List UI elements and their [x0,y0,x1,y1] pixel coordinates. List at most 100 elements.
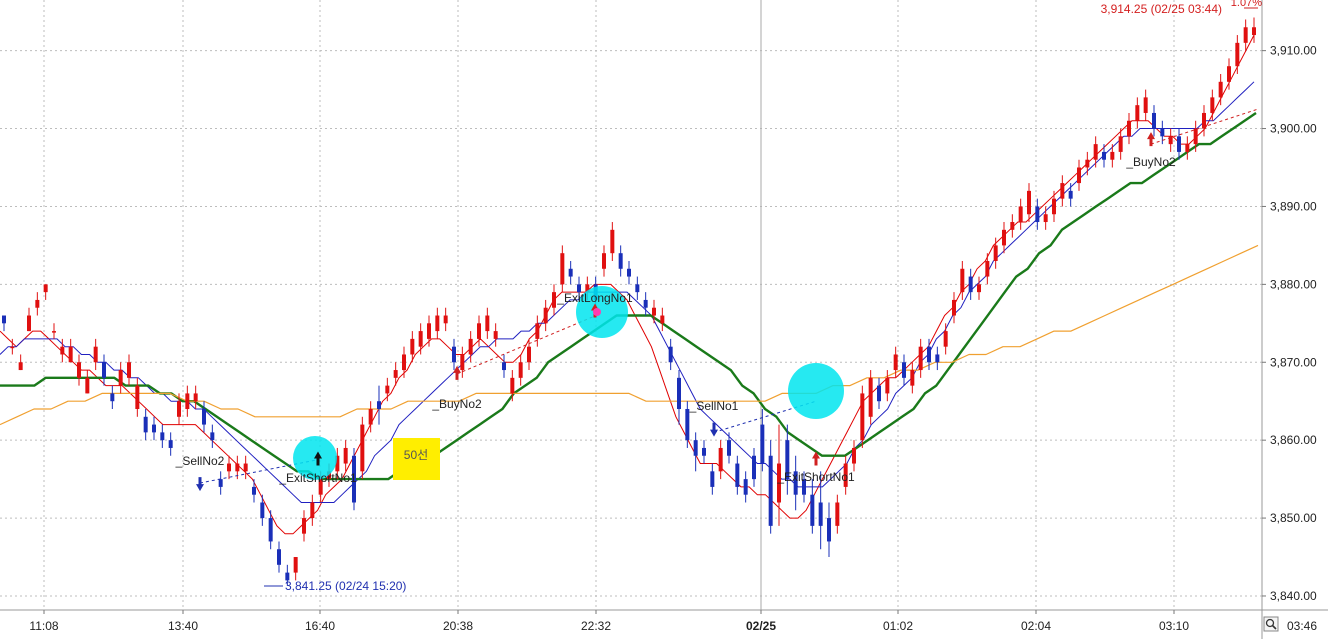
candle-body [960,268,965,293]
candle-body [260,502,265,519]
candle-body [193,393,198,402]
candle-body [868,377,873,417]
candle-body [452,346,456,363]
candle-body [1110,151,1115,160]
candle-body [110,393,115,402]
candle-body [885,377,890,394]
candle-body [827,518,831,542]
candle-body [643,299,648,308]
candle-body [560,253,565,285]
candle-body [493,331,498,339]
y-tick-label: 3,850.00 [1270,511,1317,525]
candle-body [1152,112,1156,129]
candle-body [743,479,748,495]
candle-body [693,440,698,456]
candle-body [952,299,956,316]
candle-body [177,401,181,417]
candle-body [1043,214,1048,223]
candle-body [818,502,823,526]
candle-body [143,416,148,433]
candle-body [427,323,431,339]
candle-body [18,362,23,371]
candle-body [1060,183,1065,199]
candle-body [418,331,423,347]
candle-body [268,518,273,542]
candle-body [843,463,848,487]
candle-body [1243,27,1248,43]
candle-body [310,502,315,519]
candle-body [510,377,515,394]
candle-body [443,315,448,324]
grid-layer [0,0,1262,610]
candle-body [810,494,815,526]
candle-body [752,455,756,480]
y-tick-label: 3,870.00 [1270,355,1317,369]
candle-body [602,253,606,269]
candle-body [27,315,31,332]
candle-body [435,315,440,332]
candle-body [985,260,990,277]
arrow-down-icon [710,422,718,437]
candle-body [368,409,373,425]
trade-line [456,315,597,375]
candle-body [1177,136,1181,152]
candle-body [927,346,931,363]
candle-body [893,354,898,371]
y-tick-label: 3,890.00 [1270,199,1317,213]
candle-body [577,284,581,293]
y-axis: 3,840.00 3,850.00 3,860.00 3,870.00 3,880.00… [1261,0,1317,639]
high-tail-label: 1.07% [1231,0,1262,9]
candle-body [1143,97,1148,113]
candle-body [618,253,623,269]
candle-body [835,502,840,526]
candle-body [85,377,90,394]
candle-body [527,346,531,363]
candle-body [318,479,323,495]
markers-layer: _SellNo2 _ExitShortNo1 _BuyNo2 _ExitLongNo1… [175,7,1258,587]
candle-body [277,549,281,565]
candle-body [877,385,881,402]
highlight-circle [576,286,628,338]
candle-body [910,370,915,386]
candle-body [610,229,615,254]
trade-label: _ExitLongNo1 [556,291,633,305]
trade-lines [199,108,1259,484]
candle-body [1218,81,1223,98]
candle-body [352,455,356,503]
x-tick-label: 20:38 [443,619,473,633]
x-tick-label: 01:02 [883,619,913,633]
candles-layer [2,17,1256,586]
arrow-up-icon [812,451,820,466]
candle-body [468,338,473,355]
candle-body [168,440,173,448]
candle-body [360,424,365,472]
candle-body [652,307,656,316]
candle-body [1202,112,1206,129]
candle-body [35,299,40,308]
candle-body [902,362,906,378]
ma50-label: 50선 [404,448,428,462]
candle-body [60,346,65,355]
candle-body [977,284,981,293]
candle-body [227,463,231,472]
candle-body [1077,167,1081,184]
x-axis: 11:08 13:40 16:40 20:38 22:32 02/25 01:02 02:04… [0,609,1328,633]
magnifier-icon[interactable] [1263,616,1279,632]
candle-body [485,315,490,332]
ma-line [0,81,1255,503]
candle-body [768,455,773,526]
candle-body [160,432,165,441]
candle-body [668,346,673,363]
candle-body [102,362,106,378]
candle-body [1193,128,1198,145]
ma-line [0,244,1259,426]
candle-body [552,292,556,308]
candle-body [252,486,256,495]
candle-body [793,471,798,495]
candle-body [1252,27,1256,36]
candle-body [1168,136,1173,145]
candle-body [802,479,806,495]
candle-body [710,471,715,487]
candle-body [218,479,223,487]
